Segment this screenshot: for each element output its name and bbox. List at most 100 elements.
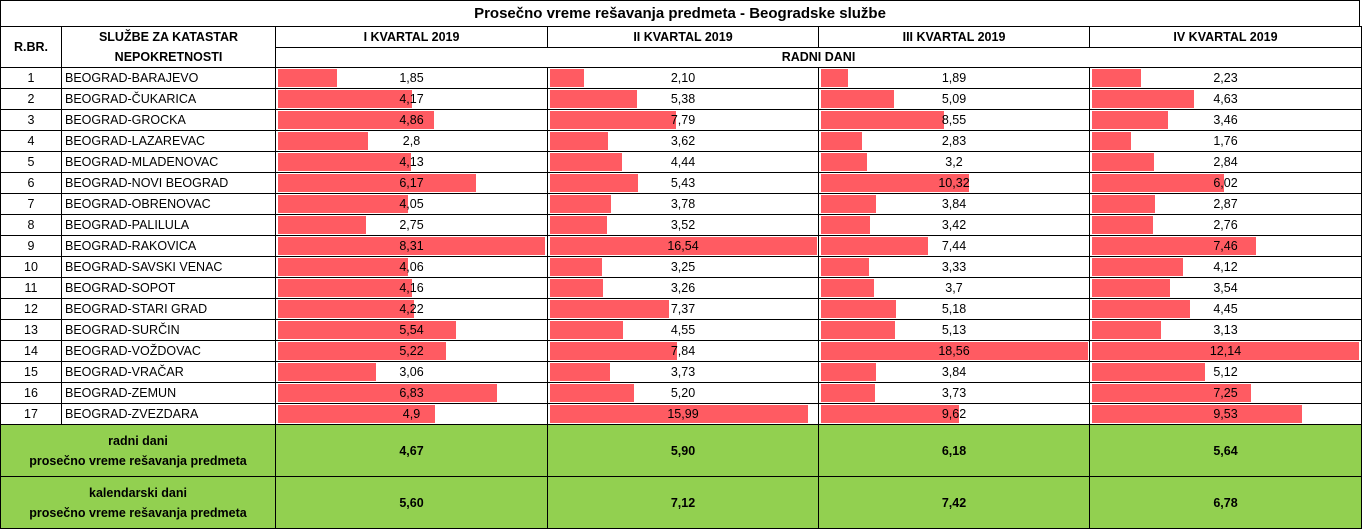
data-bar (278, 69, 337, 87)
summary-label-line1: kalendarski dani (89, 485, 187, 500)
data-bar (550, 384, 634, 402)
data-bar (821, 321, 895, 339)
quarter-value-cell: 6,02 (1089, 172, 1362, 194)
quarter-value: 4,63 (1213, 91, 1238, 106)
summary-row: kalendarski dani prosečno vreme rešavanja… (0, 476, 1362, 529)
quarter-value-cell: 9,62 (818, 403, 1090, 425)
quarter-value: 4,9 (402, 406, 421, 421)
quarter-value-cell: 5,38 (547, 88, 819, 110)
quarter-value-cell: 7,44 (818, 235, 1090, 257)
quarter-value: 4,16 (399, 280, 424, 295)
table-row: 16 BEOGRAD-ZEMUN 6,83 5,20 3,73 7,25 (0, 382, 1362, 404)
data-bar (550, 342, 677, 360)
table-row: 9 BEOGRAD-RAKOVICA 8,31 16,54 7,44 7,46 (0, 235, 1362, 257)
quarter-value-cell: 2,10 (547, 67, 819, 89)
quarter-value: 1,76 (1213, 133, 1238, 148)
quarter-value-cell: 4,05 (275, 193, 548, 215)
table-row: 7 BEOGRAD-OBRENOVAC 4,05 3,78 3,84 2,87 (0, 193, 1362, 215)
quarter-value-cell: 4,12 (1089, 256, 1362, 278)
summary-value: 7,42 (818, 476, 1090, 529)
data-bar (1092, 195, 1155, 213)
table-row: 10 BEOGRAD-SAVSKI VENAC 4,06 3,25 3,33 4,12 (0, 256, 1362, 278)
quarter-value-cell: 4,44 (547, 151, 819, 173)
quarter-value: 4,13 (399, 154, 424, 169)
table-row: 6 BEOGRAD-NOVI BEOGRAD 6,17 5,43 10,32 6,02 (0, 172, 1362, 194)
quarter-value-cell: 3,73 (547, 361, 819, 383)
quarter-value: 3,73 (670, 364, 696, 379)
data-bar (1092, 216, 1153, 234)
row-number: 2 (0, 88, 62, 110)
summary-label-line2: prosečno vreme rešavanja predmeta (29, 505, 247, 520)
quarter-value: 5,22 (399, 343, 424, 358)
table-row: 15 BEOGRAD-VRAČAR 3,06 3,73 3,84 5,12 (0, 361, 1362, 383)
quarter-value-cell: 7,46 (1089, 235, 1362, 257)
quarter-value: 5,12 (1213, 364, 1238, 379)
service-name: BEOGRAD-ZEMUN (61, 382, 276, 404)
quarter-value-cell: 4,22 (275, 298, 548, 320)
service-name: BEOGRAD-STARI GRAD (61, 298, 276, 320)
table-row: 4 BEOGRAD-LAZAREVAC 2,8 3,62 2,83 1,76 (0, 130, 1362, 152)
data-bar (550, 195, 611, 213)
data-bar (821, 279, 874, 297)
service-name: BEOGRAD-VOŽDOVAC (61, 340, 276, 362)
quarter-value: 3,78 (670, 196, 696, 211)
quarter-value-cell: 4,45 (1089, 298, 1362, 320)
table-row: 14 BEOGRAD-VOŽDOVAC 5,22 7,84 18,56 12,14 (0, 340, 1362, 362)
quarter-value-cell: 5,09 (818, 88, 1090, 110)
data-bar (278, 174, 476, 192)
quarter-value-cell: 3,84 (818, 361, 1090, 383)
data-bar (278, 342, 446, 360)
quarter-value-cell: 3,54 (1089, 277, 1362, 299)
table-row: 13 BEOGRAD-SURČIN 5,54 4,55 5,13 3,13 (0, 319, 1362, 341)
quarter-value-cell: 6,83 (275, 382, 548, 404)
quarter-value: 2,84 (1213, 154, 1238, 169)
quarter-value-cell: 5,20 (547, 382, 819, 404)
quarter-value-cell: 4,86 (275, 109, 548, 131)
quarter-value: 4,17 (399, 91, 424, 106)
data-bar (278, 321, 456, 339)
quarter-value-cell: 16,54 (547, 235, 819, 257)
quarter-value: 7,44 (941, 238, 967, 253)
data-bar (1092, 363, 1205, 381)
data-bar (821, 174, 969, 192)
quarter-value: 6,83 (399, 385, 424, 400)
header-q1: I KVARTAL 2019 (275, 26, 548, 48)
data-bar (821, 405, 959, 423)
data-bar (1092, 258, 1183, 276)
quarter-value: 3,33 (941, 259, 967, 274)
data-bar (550, 69, 584, 87)
data-bar (821, 363, 876, 381)
quarter-value-cell: 1,89 (818, 67, 1090, 89)
row-number: 3 (0, 109, 62, 131)
quarter-value: 4,86 (399, 112, 424, 127)
quarter-value-cell: 2,84 (1089, 151, 1362, 173)
data-bar (821, 195, 876, 213)
quarter-value: 3,25 (670, 259, 696, 274)
data-bar (821, 237, 928, 255)
quarter-value: 16,54 (667, 238, 699, 253)
quarter-value-cell: 3,26 (547, 277, 819, 299)
quarter-value-cell: 3,33 (818, 256, 1090, 278)
data-bar (821, 258, 869, 276)
quarter-value: 3,84 (941, 364, 967, 379)
data-bar (1092, 111, 1168, 129)
quarter-value-cell: 2,8 (275, 130, 548, 152)
data-bar (550, 132, 608, 150)
quarter-value: 4,22 (399, 301, 424, 316)
data-bar (1092, 69, 1141, 87)
quarter-value: 3,73 (941, 385, 967, 400)
quarter-value: 9,53 (1213, 406, 1238, 421)
summary-label-line2: prosečno vreme rešavanja predmeta (29, 453, 247, 468)
data-bar (1092, 342, 1359, 360)
table-row: 12 BEOGRAD-STARI GRAD 4,22 7,37 5,18 4,45 (0, 298, 1362, 320)
quarter-value: 5,54 (399, 322, 424, 337)
data-bar (550, 90, 637, 108)
data-bar (1092, 174, 1224, 192)
header-q4: IV KVARTAL 2019 (1089, 26, 1362, 48)
quarter-value: 7,46 (1213, 238, 1238, 253)
data-bar (1092, 300, 1190, 318)
data-bar (821, 216, 870, 234)
table-title: Prosečno vreme rešavanja predmeta - Beog… (0, 0, 1360, 26)
data-bar (1092, 153, 1154, 171)
